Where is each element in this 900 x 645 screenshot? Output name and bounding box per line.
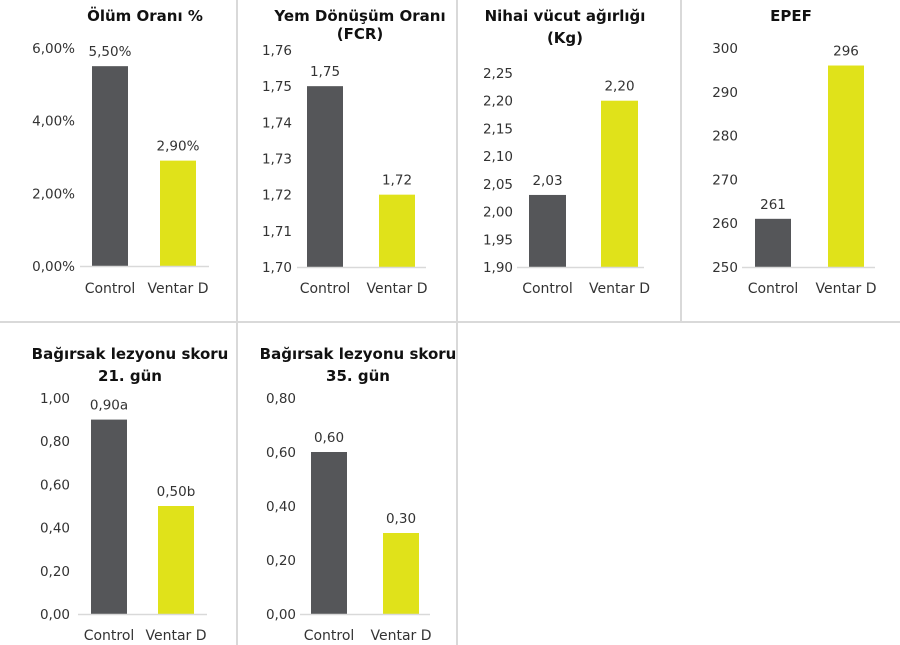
chart-panel-2: Yem Dönüşüm Oranı(FCR) 1,70 1,71 1,72 1,73 1,… — [262, 7, 446, 297]
y-tick-label: 2,00 — [483, 205, 513, 221]
category-label: Ventar D — [147, 281, 208, 297]
data-label: 296 — [833, 44, 859, 60]
bar-ventar-d — [601, 100, 638, 267]
data-label: 2,20 — [604, 79, 634, 95]
bar-control — [307, 86, 343, 268]
category-label: Control — [748, 281, 799, 297]
bar-control — [529, 194, 566, 267]
data-label: 1,75 — [310, 64, 340, 80]
y-tick-label: 0,40 — [266, 499, 296, 515]
y-tick-label: 1,75 — [262, 79, 292, 95]
y-tick-label: 0,40 — [40, 521, 70, 537]
y-tick-label: 0,60 — [40, 477, 70, 493]
chart-title: Nihai vücut ağırlığı — [485, 7, 646, 25]
category-label: Ventar D — [370, 628, 431, 644]
data-label: 2,90% — [157, 139, 200, 155]
bar-ventar-d — [158, 506, 194, 614]
y-tick-label: 1,73 — [262, 152, 292, 168]
bar-control — [92, 66, 128, 267]
category-label: Ventar D — [366, 281, 427, 297]
chart-panel-5: Bağırsak lezyonu skoru 21. gün 0,00 0,20 0,4… — [32, 345, 229, 644]
bar-control — [91, 419, 127, 614]
chart-title: (FCR) — [337, 25, 384, 43]
bar-ventar-d — [379, 194, 415, 267]
y-tick-label: 1,95 — [483, 232, 513, 248]
data-label: 5,50% — [89, 44, 132, 60]
y-tick-label: 300 — [712, 41, 738, 57]
y-tick-label: 1,74 — [262, 115, 292, 131]
y-tick-label: 1,72 — [262, 188, 292, 204]
y-tick-label: 0,00 — [40, 607, 70, 623]
divider — [680, 0, 682, 322]
chart-panel-1: Ölüm Oranı % 0,00% 2,00% 4,00% 6,00% 5,50% Con… — [32, 6, 209, 297]
y-tick-label: 0,80 — [266, 391, 296, 407]
y-tick-label: 1,70 — [262, 260, 292, 276]
chart-panel-4: EPEF 250 260 270 280 290 300 261 Control 296 Venta… — [712, 7, 876, 297]
chart-title: Yem Dönüşüm Oranı — [273, 7, 445, 25]
chart-panel-6: Bağırsak lezyonu skoru 35. gün 0,00 0,20 0,4… — [260, 345, 457, 644]
bar-control — [311, 452, 347, 614]
y-tick-label: 6,00% — [32, 41, 75, 57]
data-label: 1,72 — [382, 173, 412, 189]
category-label: Ventar D — [589, 281, 650, 297]
chart-title: Bağırsak lezyonu skoru — [260, 345, 457, 363]
y-tick-label: 1,00 — [40, 391, 70, 407]
y-tick-label: 270 — [712, 172, 738, 188]
y-tick-label: 0,60 — [266, 445, 296, 461]
data-label: 0,90a — [90, 398, 128, 414]
y-tick-label: 0,80 — [40, 434, 70, 450]
bar-ventar-d — [383, 533, 419, 614]
chart-title: 35. gün — [326, 367, 390, 385]
y-tick-label: 2,20 — [483, 94, 513, 110]
category-label: Control — [84, 628, 135, 644]
y-tick-label: 0,00 — [266, 607, 296, 623]
chart-title: (Kg) — [547, 29, 583, 47]
y-tick-label: 1,76 — [262, 43, 292, 59]
category-label: Ventar D — [145, 628, 206, 644]
data-label: 261 — [760, 197, 786, 213]
y-tick-label: 2,00% — [32, 186, 75, 202]
data-label: 0,50b — [157, 484, 196, 500]
divider — [0, 321, 900, 323]
data-label: 0,60 — [314, 430, 344, 446]
y-tick-label: 0,00% — [32, 259, 75, 275]
category-label: Control — [85, 281, 136, 297]
data-label: 2,03 — [532, 173, 562, 189]
y-tick-label: 1,71 — [262, 224, 292, 240]
chart-panel-3: Nihai vücut ağırlığı (Kg) 1,90 1,95 2,00 2,05… — [483, 7, 650, 297]
category-label: Ventar D — [815, 281, 876, 297]
y-tick-label: 2,15 — [483, 121, 513, 137]
data-label: 0,30 — [386, 511, 416, 527]
y-tick-label: 0,20 — [40, 564, 70, 580]
y-tick-label: 260 — [712, 216, 738, 232]
chart-title: 21. gün — [98, 367, 162, 385]
bar-control — [755, 218, 791, 267]
y-tick-label: 2,10 — [483, 149, 513, 165]
y-tick-label: 250 — [712, 260, 738, 276]
category-label: Control — [522, 281, 573, 297]
y-tick-label: 2,05 — [483, 177, 513, 193]
y-tick-label: 1,90 — [483, 260, 513, 276]
chart-title: EPEF — [770, 7, 812, 25]
category-label: Control — [300, 281, 351, 297]
bar-ventar-d — [828, 65, 864, 268]
y-tick-label: 290 — [712, 85, 738, 101]
y-tick-label: 0,20 — [266, 553, 296, 569]
y-tick-label: 280 — [712, 129, 738, 145]
chart-title: Ölüm Oranı % — [87, 6, 203, 25]
bar-ventar-d — [160, 160, 196, 266]
chart-title: Bağırsak lezyonu skoru — [32, 345, 229, 363]
y-tick-label: 2,25 — [483, 66, 513, 82]
category-label: Control — [304, 628, 355, 644]
y-tick-label: 4,00% — [32, 114, 75, 130]
